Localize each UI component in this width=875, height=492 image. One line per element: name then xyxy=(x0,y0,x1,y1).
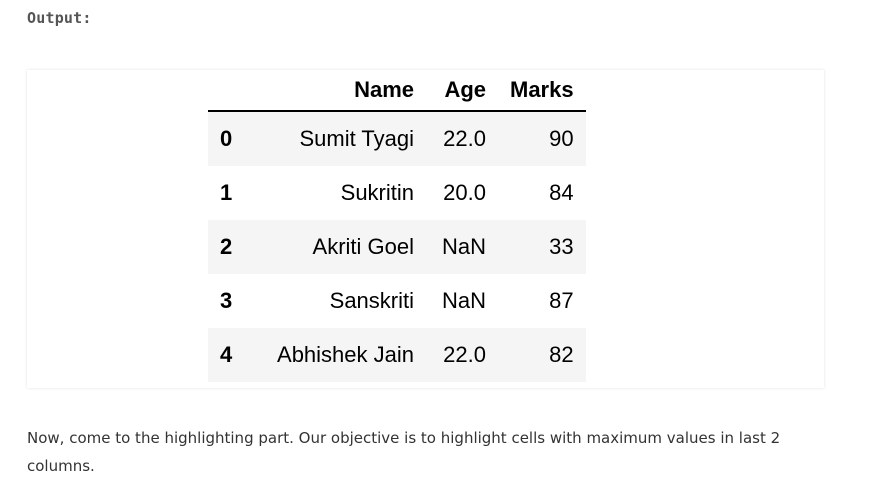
row-index: 2 xyxy=(220,234,233,259)
cell-age: NaN xyxy=(441,234,486,259)
cell-name: Sumit Tyagi xyxy=(299,126,414,151)
table-header-row: Name Age Marks xyxy=(208,70,586,112)
table-row: 0 Sumit Tyagi 22.0 90 xyxy=(208,111,586,166)
cell-age: 22.0 xyxy=(443,342,486,367)
output-label: Output: xyxy=(27,9,92,27)
table-row: 1 Sukritin 20.0 84 xyxy=(208,166,586,220)
explanation-paragraph: Now, come to the highlighting part. Our … xyxy=(27,429,781,475)
cell-marks: 84 xyxy=(549,180,574,205)
dataframe-output-box: Name Age Marks 0 Sumit Tyagi 22.0 90 1 S… xyxy=(27,70,824,388)
header-age: Age xyxy=(426,70,498,112)
cell-marks: 90 xyxy=(549,126,574,151)
row-index: 0 xyxy=(220,126,233,151)
cell-name: Abhishek Jain xyxy=(277,342,414,367)
table-row: 3 Sanskriti NaN 87 xyxy=(208,274,586,328)
table-row: 4 Abhishek Jain 22.0 82 xyxy=(208,328,586,382)
dataframe-table: Name Age Marks 0 Sumit Tyagi 22.0 90 1 S… xyxy=(208,70,586,382)
table-row: 2 Akriti Goel NaN 33 xyxy=(208,220,586,274)
header-index xyxy=(208,70,252,112)
cell-name: Akriti Goel xyxy=(312,234,414,259)
cell-age: 20.0 xyxy=(443,180,486,205)
cell-marks: 33 xyxy=(549,234,574,259)
row-index: 4 xyxy=(220,342,233,367)
header-marks: Marks xyxy=(498,70,586,112)
cell-age: 22.0 xyxy=(443,126,486,151)
cell-name: Sanskriti xyxy=(329,288,414,313)
cell-name: Sukritin xyxy=(340,180,414,205)
header-name: Name xyxy=(252,70,426,112)
cell-marks: 82 xyxy=(549,342,574,367)
row-index: 1 xyxy=(220,180,233,205)
row-index: 3 xyxy=(220,288,233,313)
cell-marks: 87 xyxy=(549,288,574,313)
cell-age: NaN xyxy=(441,288,486,313)
